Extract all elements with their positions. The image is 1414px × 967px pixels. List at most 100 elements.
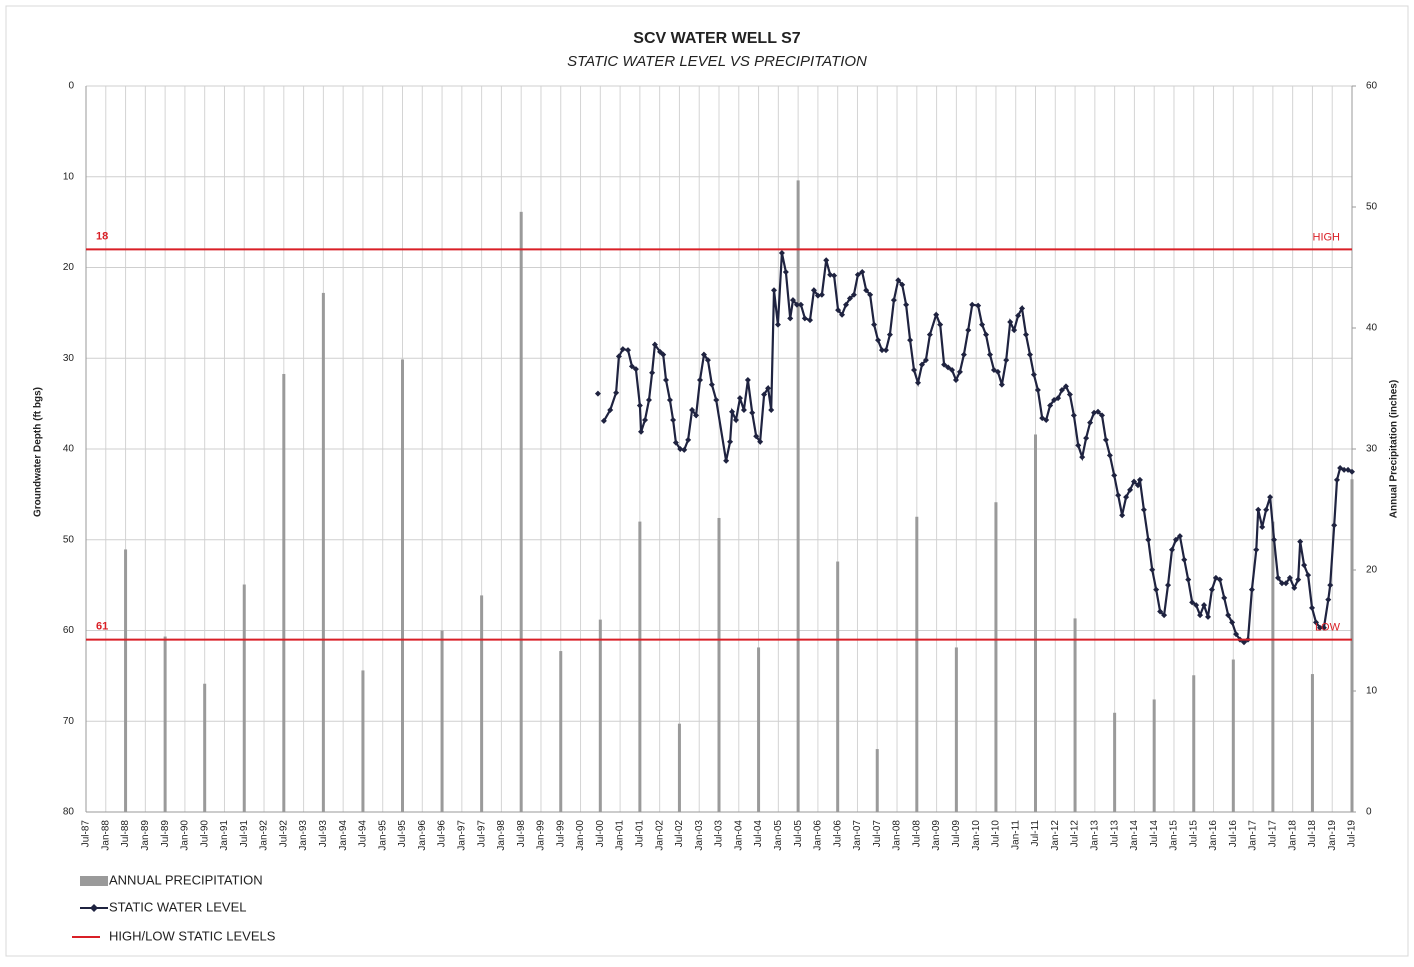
water-level-marker	[850, 291, 857, 298]
water-level-marker	[965, 327, 972, 334]
water-level-marker	[1301, 562, 1308, 569]
x-tick-label: Jan-05	[773, 820, 784, 851]
x-tick-label: Jan-11	[1010, 820, 1021, 850]
precipitation-bar	[717, 517, 721, 812]
water-level-marker	[903, 301, 910, 308]
precipitation-bar	[638, 521, 642, 812]
x-tick-label: Jan-06	[813, 820, 824, 851]
water-level-marker	[1059, 387, 1066, 394]
water-level-marker	[994, 368, 1001, 375]
water-level-marker	[649, 369, 656, 376]
water-level-marker	[998, 381, 1005, 388]
y2-tick-label: 30	[1366, 444, 1378, 455]
water-level-marker	[1055, 395, 1062, 402]
water-level-marker	[937, 321, 944, 328]
water-level-marker	[1026, 351, 1033, 358]
x-tick-label: Jan-04	[733, 820, 744, 851]
x-tick-label: Jul-18	[1307, 820, 1318, 848]
water-level-marker	[1282, 580, 1289, 587]
water-level-marker	[859, 269, 866, 276]
water-level-marker	[1030, 371, 1037, 378]
water-level-marker	[878, 347, 885, 354]
y-tick-label: 60	[63, 625, 75, 636]
water-level-marker	[677, 446, 684, 452]
water-level-marker	[960, 351, 967, 358]
water-level-marker	[1075, 442, 1082, 449]
precipitation-bar	[915, 516, 919, 812]
water-level-marker	[670, 416, 677, 423]
water-level-marker	[660, 351, 667, 358]
water-level-marker	[801, 315, 808, 322]
water-level-marker	[823, 257, 830, 264]
water-level-marker	[1111, 472, 1118, 479]
x-tick-label: Jul-95	[397, 820, 408, 848]
water-level-marker	[774, 321, 781, 328]
precipitation-bar	[875, 749, 879, 812]
x-tick-label: Jan-02	[654, 820, 665, 851]
water-level-marker	[867, 291, 874, 298]
water-level-marker	[1087, 419, 1094, 426]
water-level-marker	[642, 416, 649, 423]
water-level-marker	[1341, 466, 1348, 473]
water-level-marker	[1015, 312, 1022, 319]
x-tick-label: Jan-92	[259, 820, 270, 851]
water-level-marker	[1127, 486, 1134, 493]
water-level-marker	[911, 367, 918, 374]
water-level-marker	[1102, 436, 1109, 443]
precipitation-bar	[1152, 699, 1156, 812]
water-level-marker	[890, 297, 897, 304]
x-tick-label: Jul-04	[753, 820, 764, 848]
legend-swatch	[80, 876, 108, 886]
water-level-marker	[757, 438, 764, 445]
water-level-marker	[1161, 612, 1168, 619]
x-tick-label: Jan-08	[892, 820, 903, 851]
x-tick-label: Jan-00	[575, 820, 586, 851]
water-level-marker	[797, 301, 804, 308]
water-level-marker	[1240, 639, 1247, 646]
water-level-marker	[1204, 613, 1211, 620]
water-level-marker	[846, 295, 853, 302]
y2-tick-label: 10	[1366, 686, 1378, 697]
water-level-marker	[1259, 524, 1266, 531]
water-level-marker	[1003, 357, 1010, 364]
water-level-marker	[1023, 331, 1030, 338]
x-tick-label: Jul-07	[872, 820, 883, 848]
water-level-marker	[1312, 619, 1319, 626]
water-level-marker	[685, 436, 692, 443]
water-level-marker	[1115, 492, 1122, 499]
x-tick-label: Jul-14	[1149, 820, 1160, 848]
water-level-marker	[770, 287, 777, 294]
water-level-marker	[945, 364, 952, 371]
x-tick-label: Jan-16	[1208, 820, 1219, 851]
x-tick-label: Jan-97	[456, 820, 467, 851]
x-tick-label: Jan-01	[615, 820, 626, 851]
water-level-marker	[979, 321, 986, 328]
water-level-marker	[1119, 512, 1126, 519]
precipitation-bar	[203, 683, 207, 812]
water-level-marker	[1106, 452, 1113, 459]
y2-tick-label: 50	[1366, 202, 1378, 213]
x-tick-label: Jul-89	[160, 820, 171, 848]
water-level-marker	[806, 317, 813, 324]
y2-tick-label: 60	[1366, 81, 1378, 92]
water-level-marker	[1140, 506, 1147, 513]
precipitation-bar	[361, 670, 365, 812]
water-level-marker	[1047, 402, 1054, 409]
water-level-marker	[619, 346, 626, 353]
water-level-marker	[1165, 582, 1172, 589]
water-level-marker	[1091, 409, 1098, 416]
x-tick-label: Jan-96	[417, 820, 428, 851]
precipitation-bar	[519, 211, 523, 813]
x-tick-label: Jan-95	[377, 820, 388, 851]
water-level-marker	[729, 408, 736, 415]
y-tick-label: 30	[63, 353, 75, 364]
water-level-marker	[636, 402, 643, 409]
x-tick-label: Jul-06	[832, 820, 843, 848]
water-level-marker	[1286, 574, 1293, 581]
water-level-marker	[1320, 624, 1327, 631]
water-level-marker	[1225, 612, 1232, 619]
precipitation-bar	[1192, 675, 1196, 812]
x-tick-label: Jul-90	[199, 820, 210, 848]
reference-name-label: HIGH	[1313, 231, 1341, 243]
water-level-marker	[941, 361, 948, 368]
